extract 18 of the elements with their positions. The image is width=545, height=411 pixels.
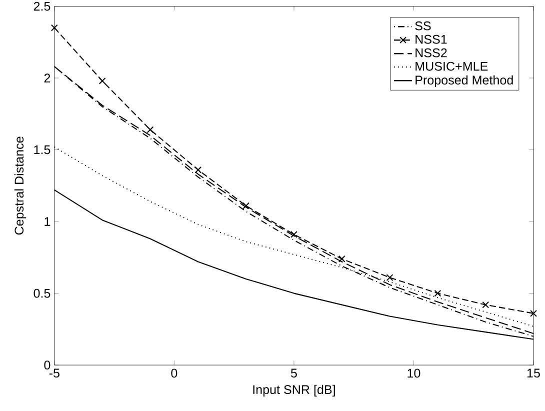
x-tick-label: 5 [290, 368, 297, 378]
y-tick-label: 1 [44, 217, 50, 226]
y-tick-label: 1.5 [34, 145, 50, 154]
x-axis-title: Input SNR [dB] [253, 384, 335, 396]
legend-label: Proposed Method [416, 75, 513, 87]
legend-label: SS [415, 21, 431, 30]
legend-label: MUSIC+MLE [416, 62, 488, 71]
legend-label: NSS2 [416, 48, 447, 58]
x-tick-label: 0 [171, 368, 178, 378]
y-tick-label: 0 [44, 360, 50, 370]
x-tick-label: 10 [408, 368, 420, 378]
y-tick-label: 0.5 [34, 288, 50, 298]
legend-label: NSS1 [416, 34, 447, 44]
y-tick-label: 2.5 [34, 2, 50, 11]
x-tick-label: 15 [527, 368, 540, 378]
y-tick-label: 2 [44, 74, 50, 82]
y-axis-title: Cepstral Distance [14, 136, 26, 235]
x-tick-label: -5 [49, 368, 60, 378]
